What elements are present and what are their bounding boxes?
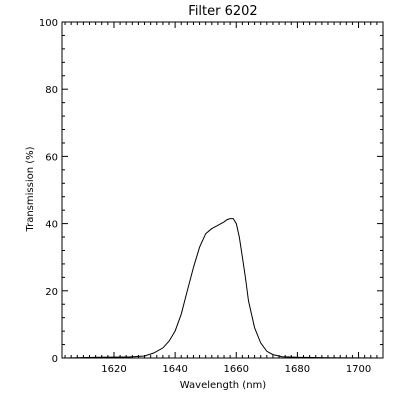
y-tick-label: 60 xyxy=(45,152,58,163)
plot-frame xyxy=(61,21,384,359)
plot-border xyxy=(61,21,384,359)
y-tick-label: 80 xyxy=(45,85,58,96)
x-tick-label: 1700 xyxy=(346,364,371,375)
y-tick-label: 0 xyxy=(52,354,58,365)
x-tick-label: 1660 xyxy=(224,364,249,375)
x-tick-label: 1620 xyxy=(101,364,126,375)
series-line xyxy=(65,218,384,359)
y-tick-label: 100 xyxy=(39,18,58,29)
y-axis: 0 20 40 60 80 100 xyxy=(39,18,383,365)
y-tick-label: 40 xyxy=(45,220,58,231)
x-tick-label: 1640 xyxy=(162,364,187,375)
x-axis-label: Wavelength (nm) xyxy=(180,380,266,391)
y-axis-label: Transmission (%) xyxy=(25,146,36,232)
chart-title: Filter 6202 xyxy=(188,4,257,19)
x-axis: 1620 1640 1660 1680 1700 xyxy=(64,22,384,375)
x-tick-label: 1680 xyxy=(285,364,310,375)
y-tick-label: 20 xyxy=(45,287,58,298)
